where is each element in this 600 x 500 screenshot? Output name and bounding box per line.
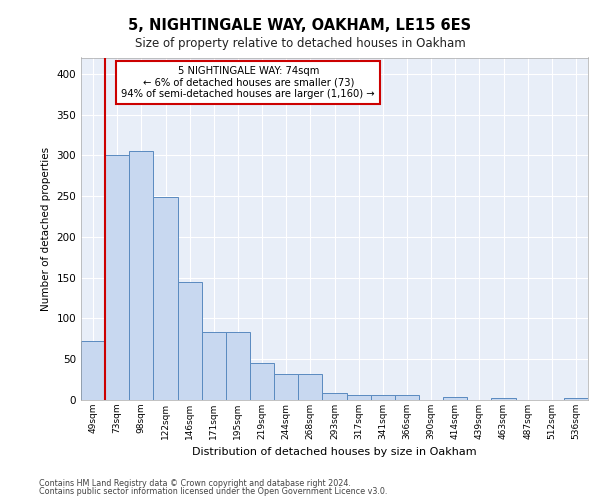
X-axis label: Distribution of detached houses by size in Oakham: Distribution of detached houses by size …	[192, 448, 477, 458]
Bar	[274, 374, 298, 400]
Bar	[347, 395, 371, 400]
Bar	[443, 396, 467, 400]
Bar	[250, 364, 274, 400]
Bar	[129, 152, 154, 400]
Bar	[105, 156, 129, 400]
Bar	[81, 342, 105, 400]
Bar	[226, 332, 250, 400]
Text: 5 NIGHTINGALE WAY: 74sqm
← 6% of detached houses are smaller (73)
94% of semi-de: 5 NIGHTINGALE WAY: 74sqm ← 6% of detache…	[121, 66, 375, 100]
Bar	[322, 392, 347, 400]
Bar	[154, 197, 178, 400]
Bar	[395, 395, 419, 400]
Y-axis label: Number of detached properties: Number of detached properties	[41, 146, 51, 311]
Bar	[491, 398, 515, 400]
Bar	[298, 374, 322, 400]
Bar	[202, 332, 226, 400]
Text: Contains public sector information licensed under the Open Government Licence v3: Contains public sector information licen…	[39, 487, 388, 496]
Bar	[371, 395, 395, 400]
Text: Size of property relative to detached houses in Oakham: Size of property relative to detached ho…	[134, 38, 466, 51]
Bar	[564, 398, 588, 400]
Bar	[178, 282, 202, 400]
Text: Contains HM Land Registry data © Crown copyright and database right 2024.: Contains HM Land Registry data © Crown c…	[39, 478, 351, 488]
Text: 5, NIGHTINGALE WAY, OAKHAM, LE15 6ES: 5, NIGHTINGALE WAY, OAKHAM, LE15 6ES	[128, 18, 472, 32]
